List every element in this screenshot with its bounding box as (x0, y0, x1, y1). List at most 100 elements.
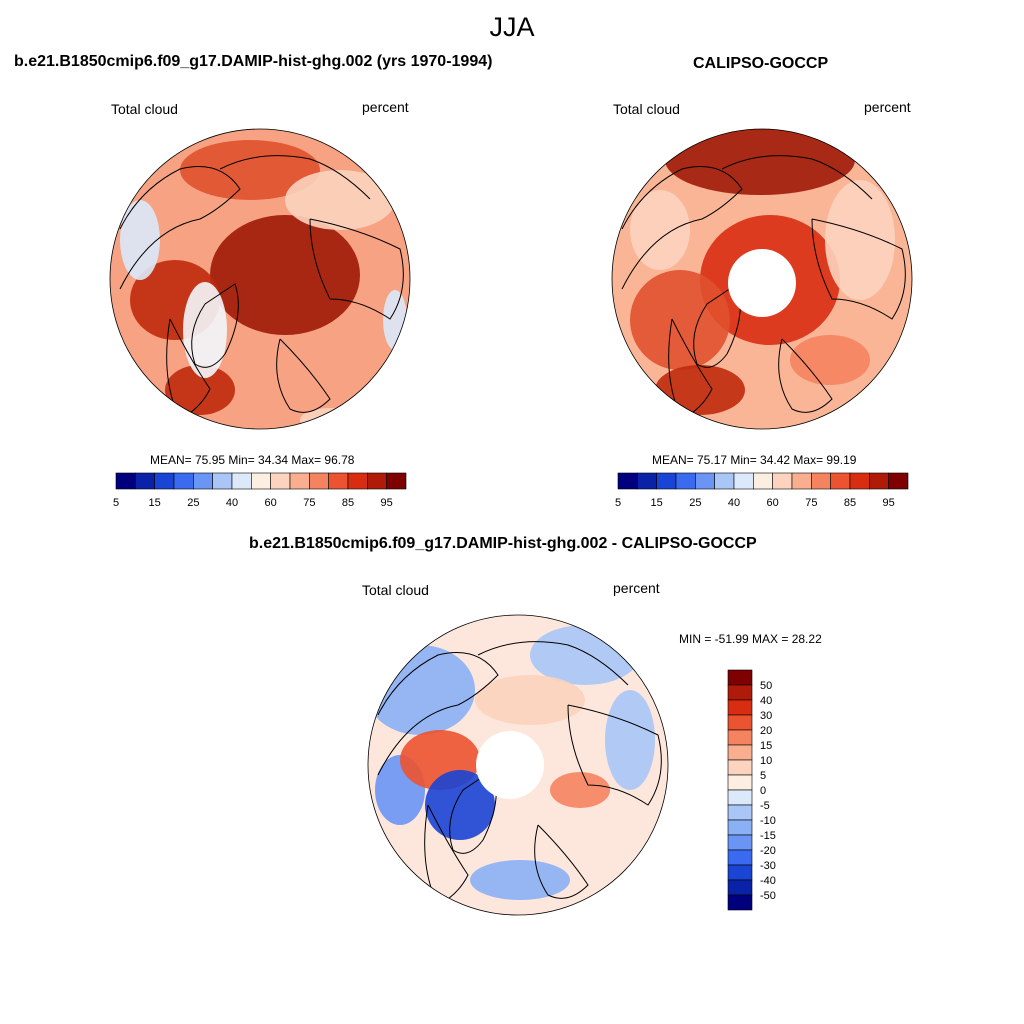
colorbar-diff-swatch (727, 669, 753, 686)
map-model-cloud-region (183, 282, 227, 378)
panel-model-stats: MEAN= 75.95 Min= 34.34 Max= 96.78 (150, 453, 355, 467)
panel-diff-stats: MIN = -51.99 MAX = 28.22 (679, 632, 822, 646)
colorbar-model-tick-label: 25 (187, 497, 199, 509)
colorbar-diff-swatch (727, 699, 753, 716)
colorbar-model-tick-label: 60 (265, 497, 277, 509)
map-obs-polar-gap (728, 249, 796, 317)
map-model-coastlines (119, 155, 404, 420)
colorbar-obs-swatch (811, 472, 831, 490)
colorbar-model-swatch (154, 472, 175, 490)
colorbar-obs-swatch (849, 472, 870, 490)
colorbar-diff-swatch (727, 819, 753, 836)
colorbar-model-swatch (347, 472, 368, 490)
map-model-border (109, 128, 411, 430)
map-model-cloud-region (120, 200, 160, 280)
colorbar-obs-swatch (753, 472, 773, 490)
colorbar-diff-swatch (727, 684, 753, 701)
colorbar-obs-swatch (637, 472, 657, 490)
figure-title: JJA (489, 12, 535, 42)
colorbar-diff-tick-label: -15 (760, 830, 776, 842)
colorbar-diff-tick-label: -20 (760, 845, 776, 857)
map-obs-border (611, 128, 913, 430)
map-obs-cloud-region (630, 270, 730, 370)
colorbar-diff-tick-label: -30 (760, 860, 776, 872)
colorbar-diff-tick-label: 15 (760, 740, 772, 752)
colorbar-diff-tick-label: -5 (760, 800, 770, 812)
colorbar-obs-swatch (675, 472, 696, 490)
panel-diff-left-label: Total cloud (362, 582, 429, 598)
colorbar-obs-tick-label: 95 (883, 497, 895, 509)
colorbar-model-swatch (328, 472, 349, 490)
colorbar-model-swatch (115, 472, 136, 490)
map-obs-cloud-region (655, 365, 745, 415)
colorbar-diff-swatch (727, 834, 753, 851)
colorbar-diff-tick-label: 5 (760, 770, 766, 782)
colorbar-diff-swatch (727, 714, 753, 731)
panel-obs-stats: MEAN= 75.17 Min= 34.42 Max= 99.19 (652, 453, 857, 467)
panel-model-left-label: Total cloud (111, 101, 178, 117)
colorbar-diff-swatch (727, 864, 753, 881)
colorbar-model: 5 15 25 40 60 75 85 95 (113, 472, 407, 509)
colorbar-obs-tick-label: 25 (689, 497, 701, 509)
map-model-cloud-region (180, 140, 320, 200)
panel-diff-title: b.e21.B1850cmip6.f09_g17.DAMIP-hist-ghg.… (249, 535, 757, 552)
colorbar-diff-swatch (727, 894, 753, 911)
colorbar-diff-swatch (727, 744, 753, 761)
map-model-cloud-region (285, 170, 395, 230)
map-model-cloud-region (165, 365, 235, 415)
colorbar-obs-tick-label: 15 (651, 497, 663, 509)
colorbar-model-swatch (367, 472, 387, 490)
map-diff-cloud-region (425, 770, 495, 840)
colorbar-obs-swatch (733, 472, 754, 490)
colorbar-model-swatch (173, 472, 194, 490)
map-model-cloud-region (383, 290, 407, 350)
colorbar-obs-swatch (714, 472, 735, 490)
map-diff-cloud-region (475, 675, 585, 725)
panel-model-units: percent (362, 99, 409, 115)
colorbar-obs: 5 15 25 40 60 75 85 95 (615, 472, 909, 509)
colorbar-diff-swatch (727, 759, 753, 776)
colorbar-diff-swatch (727, 804, 753, 821)
colorbar-obs-tick-label: 85 (844, 497, 856, 509)
colorbar-diff-tick-label: 10 (760, 755, 772, 767)
map-diff-cloud-region (550, 772, 610, 808)
colorbar-obs-swatch (617, 472, 638, 490)
map-obs-cloud-region (790, 335, 870, 385)
colorbar-model-swatch (270, 472, 291, 490)
map-diff-cloud-region (530, 625, 640, 685)
colorbar-obs-swatch (656, 472, 677, 490)
colorbar-model-tick-label: 15 (149, 497, 161, 509)
colorbar-obs-swatch (772, 472, 793, 490)
colorbar-obs-tick-label: 5 (615, 497, 621, 509)
map-diff-cloud-region (605, 690, 655, 790)
colorbar-model-tick-label: 5 (113, 497, 119, 509)
colorbar-obs-swatch (695, 472, 715, 490)
map-model-cloud-region (210, 215, 360, 335)
colorbar-model-swatch (309, 472, 329, 490)
map-obs-cloud-region (630, 190, 690, 270)
colorbar-model-swatch (386, 472, 407, 490)
map-obs (612, 129, 912, 429)
map-obs-cloud-region (665, 129, 855, 195)
colorbar-diff-swatch (727, 729, 753, 746)
colorbar-obs-swatch (791, 472, 812, 490)
map-diff (368, 615, 668, 915)
colorbar-model-swatch (231, 472, 252, 490)
colorbar-model-swatch (212, 472, 233, 490)
map-diff-cloud-region (470, 860, 570, 900)
colorbar-diff-tick-label: 30 (760, 710, 772, 722)
colorbar-obs-swatch (830, 472, 851, 490)
colorbar-obs-tick-label: 60 (767, 497, 779, 509)
colorbar-diff-swatch (727, 774, 753, 791)
panel-obs-title: CALIPSO-GOCCP (693, 55, 829, 72)
colorbar-obs-tick-label: 40 (728, 497, 740, 509)
colorbar-obs-swatch (869, 472, 889, 490)
map-model (110, 129, 410, 429)
colorbar-model-tick-label: 40 (226, 497, 238, 509)
colorbar-diff-tick-label: 50 (760, 680, 772, 692)
colorbar-obs-tick-label: 75 (805, 497, 817, 509)
panel-model-title: b.e21.B1850cmip6.f09_g17.DAMIP-hist-ghg.… (14, 53, 493, 70)
colorbar-diff-tick-label: -40 (760, 875, 776, 887)
